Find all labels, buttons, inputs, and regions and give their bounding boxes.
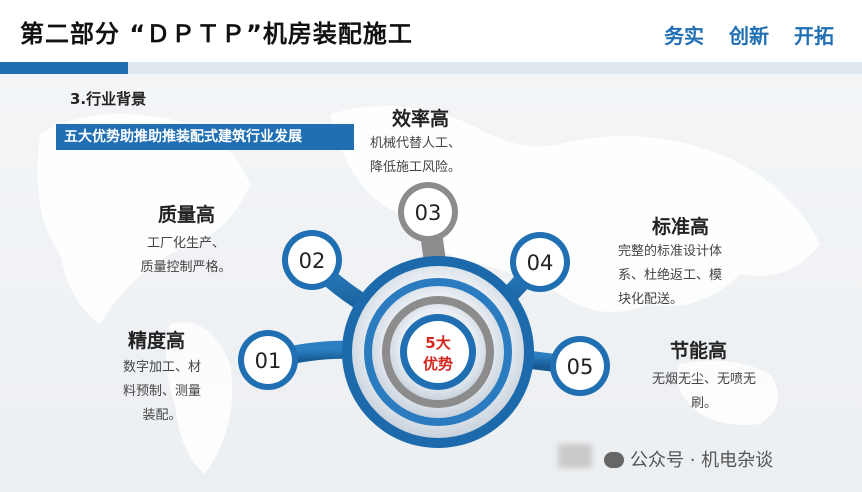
node-number: 04 [527,251,554,275]
advantage-title-01: 精度高 [128,330,186,352]
header-divider [0,62,862,74]
desc-line: 工厂化生产、 [146,236,225,251]
node-02: 02 [282,230,342,290]
desc-line: 降低施工风险。 [370,160,462,175]
advantage-desc-04: 完整的标准设计体 系、杜绝返工、模 块化配送。 [618,240,722,312]
advantage-desc-02: 工厂化生产、 质量控制严格。 [128,232,244,280]
desc-line: 块化配送。 [618,292,684,307]
advantage-desc-01: 数字加工、材 料预制、测量 装配。 [110,356,214,428]
node-04: 04 [510,232,570,292]
desc-line: 装配。 [142,408,182,423]
desc-line: 料预制、测量 [122,384,201,399]
node-05: 05 [550,336,610,396]
section-label: 3.行业背景 [70,90,147,108]
advantage-desc-03: 机械代替人工、 降低施工风险。 [370,132,461,180]
wechat-icon [604,452,624,468]
node-number: 05 [567,355,594,379]
node-01: 01 [238,330,298,390]
desc-line: 无烟无尘、无喷无 [651,372,756,387]
node-number: 01 [255,349,282,373]
watermark: 公众号 · 机电杂谈 [604,446,773,472]
node-number: 02 [299,249,326,273]
desc-line: 质量控制严格。 [140,260,232,275]
subtitle-banner: 五大优势助推助推装配式建筑行业发展 [56,124,354,150]
blurred-logo [558,444,592,468]
center-label-line2: 优势 [423,355,453,373]
slogan: 务实 创新 开拓 [664,24,834,48]
desc-line: 系、杜绝返工、模 [618,268,723,283]
desc-line: 机械代替人工、 [370,136,462,151]
advantage-title-03: 效率高 [392,108,450,130]
header: 第二部分 “ＤＰＴＰ”机房装配施工 务实 创新 开拓 [0,0,862,62]
advantage-title-02: 质量高 [158,204,216,226]
advantage-title-04: 标准高 [652,216,710,238]
advantage-desc-05: 无烟无尘、无喷无 刷。 [646,368,762,416]
desc-line: 数字加工、材 [122,360,201,375]
watermark-text: 公众号 · 机电杂谈 [630,450,774,471]
node-03: 03 [398,182,458,242]
page-title: 第二部分 “ＤＰＴＰ”机房装配施工 [20,20,413,48]
center-label-line1: 5大 [425,334,450,352]
desc-line: 完整的标准设计体 [618,244,723,259]
advantage-title-05: 节能高 [670,340,728,362]
desc-line: 刷。 [690,396,717,411]
center-rings [342,256,534,448]
header-divider-accent [0,62,128,74]
node-number: 03 [415,201,442,225]
